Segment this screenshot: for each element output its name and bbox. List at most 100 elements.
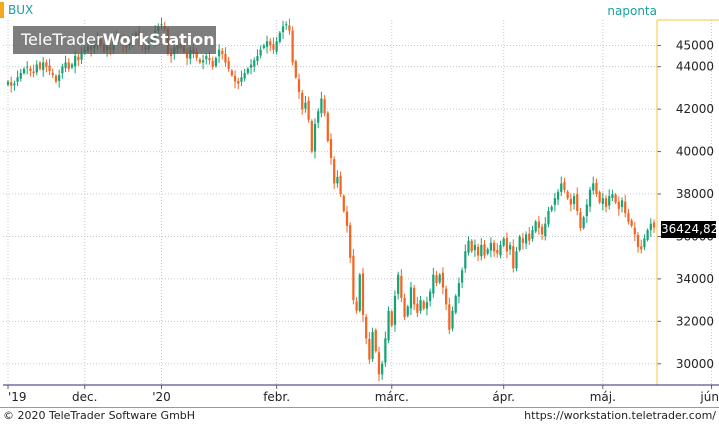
y-tick-label: 45000 <box>676 38 714 52</box>
candle-up <box>214 58 217 67</box>
candle-up <box>643 238 646 248</box>
y-tick-label: 40000 <box>676 145 714 159</box>
period-label[interactable]: naponta <box>607 4 657 18</box>
candle-down <box>624 201 627 214</box>
candle-up <box>460 270 464 283</box>
candle-down <box>540 226 544 235</box>
candle-down <box>633 227 636 235</box>
candle-up <box>467 240 470 253</box>
candle-up <box>531 230 534 239</box>
candle-down <box>537 221 540 228</box>
candle-down <box>512 246 515 269</box>
x-tick-label: jún. <box>699 390 719 404</box>
candle-down <box>422 301 425 309</box>
candle-down <box>496 250 499 254</box>
candle-down <box>307 100 310 120</box>
candle-up <box>358 274 361 311</box>
watermark-part1: TeleTrader <box>21 30 103 49</box>
candle-up <box>473 244 477 251</box>
candle-down <box>230 70 233 76</box>
candle-up <box>74 56 77 67</box>
candle-up <box>243 73 246 79</box>
candle-up <box>26 66 29 68</box>
y-tick-label: 44000 <box>676 60 714 74</box>
candle-down <box>566 191 569 199</box>
candle-up <box>313 123 317 152</box>
candle-down <box>10 82 13 86</box>
candle-up <box>499 244 502 256</box>
candle-up <box>371 331 374 359</box>
candle-up <box>384 338 387 363</box>
candle-up <box>336 177 339 184</box>
candle-down <box>208 57 211 61</box>
candle-down <box>441 272 445 288</box>
candle-down <box>365 316 368 339</box>
candle-up <box>451 310 454 329</box>
y-tick-label: 34000 <box>676 272 714 286</box>
candle-up <box>553 198 556 205</box>
candle-up <box>406 306 409 316</box>
candle-down <box>326 112 329 141</box>
candle-up <box>560 183 563 192</box>
candle-down <box>569 198 572 205</box>
candle-up <box>524 234 528 244</box>
candle-up <box>502 238 505 246</box>
x-tick-label: márc. <box>375 390 409 404</box>
candle-down <box>227 61 230 69</box>
x-tick-label: '19 <box>8 390 27 404</box>
candle-up <box>13 83 16 86</box>
footer-url-link[interactable]: https://workstation.teletrader.com/ <box>524 409 716 422</box>
candle-up <box>16 77 19 82</box>
candle-down <box>185 53 189 59</box>
candle-down <box>211 60 214 67</box>
candle-up <box>201 60 205 63</box>
candle-down <box>448 304 451 330</box>
candle-up <box>489 242 493 251</box>
candle-up <box>534 221 537 232</box>
candle-up <box>585 204 588 217</box>
candle-down <box>630 220 633 226</box>
candle-up <box>381 363 384 375</box>
candle-down <box>604 198 608 207</box>
candle-down <box>195 52 198 59</box>
candle-down <box>221 50 224 54</box>
candle-up <box>438 274 441 283</box>
candle-down <box>652 222 656 228</box>
watermark-part2: WorkStation <box>102 30 215 49</box>
candle-up <box>550 206 553 211</box>
candle-down <box>352 255 355 301</box>
candle-down <box>355 301 358 311</box>
candle-down <box>640 246 643 250</box>
legend-symbol: BUX <box>8 3 34 17</box>
candle-down <box>416 303 419 313</box>
candle-down <box>323 99 326 114</box>
last-value-badge: 36424,82 <box>661 221 719 238</box>
candle-up <box>582 217 585 228</box>
y-tick-label: 32000 <box>676 314 714 328</box>
candle-up <box>275 41 278 52</box>
candle-down <box>377 352 381 375</box>
candle-down <box>294 61 297 78</box>
y-tick-label: 42000 <box>676 102 714 116</box>
candle-up <box>22 68 26 74</box>
candle-up <box>6 81 10 85</box>
y-tick-label: 38000 <box>676 187 714 201</box>
candle-down <box>476 246 480 256</box>
candle-up <box>649 223 652 231</box>
candle-up <box>278 32 281 42</box>
candle-down <box>521 238 525 243</box>
candle-down <box>237 80 240 84</box>
candle-down <box>342 195 345 211</box>
candle-down <box>269 41 272 46</box>
x-tick-label: máj. <box>590 390 616 404</box>
y-tick-label: 30000 <box>676 357 714 371</box>
grid-lines <box>3 20 713 385</box>
candle-up <box>547 210 550 225</box>
candle-down <box>32 71 35 74</box>
candle-down <box>528 233 531 241</box>
candle-down <box>505 237 509 252</box>
candle-down <box>233 75 237 82</box>
candle-up <box>429 291 432 301</box>
candle-up <box>592 183 595 191</box>
